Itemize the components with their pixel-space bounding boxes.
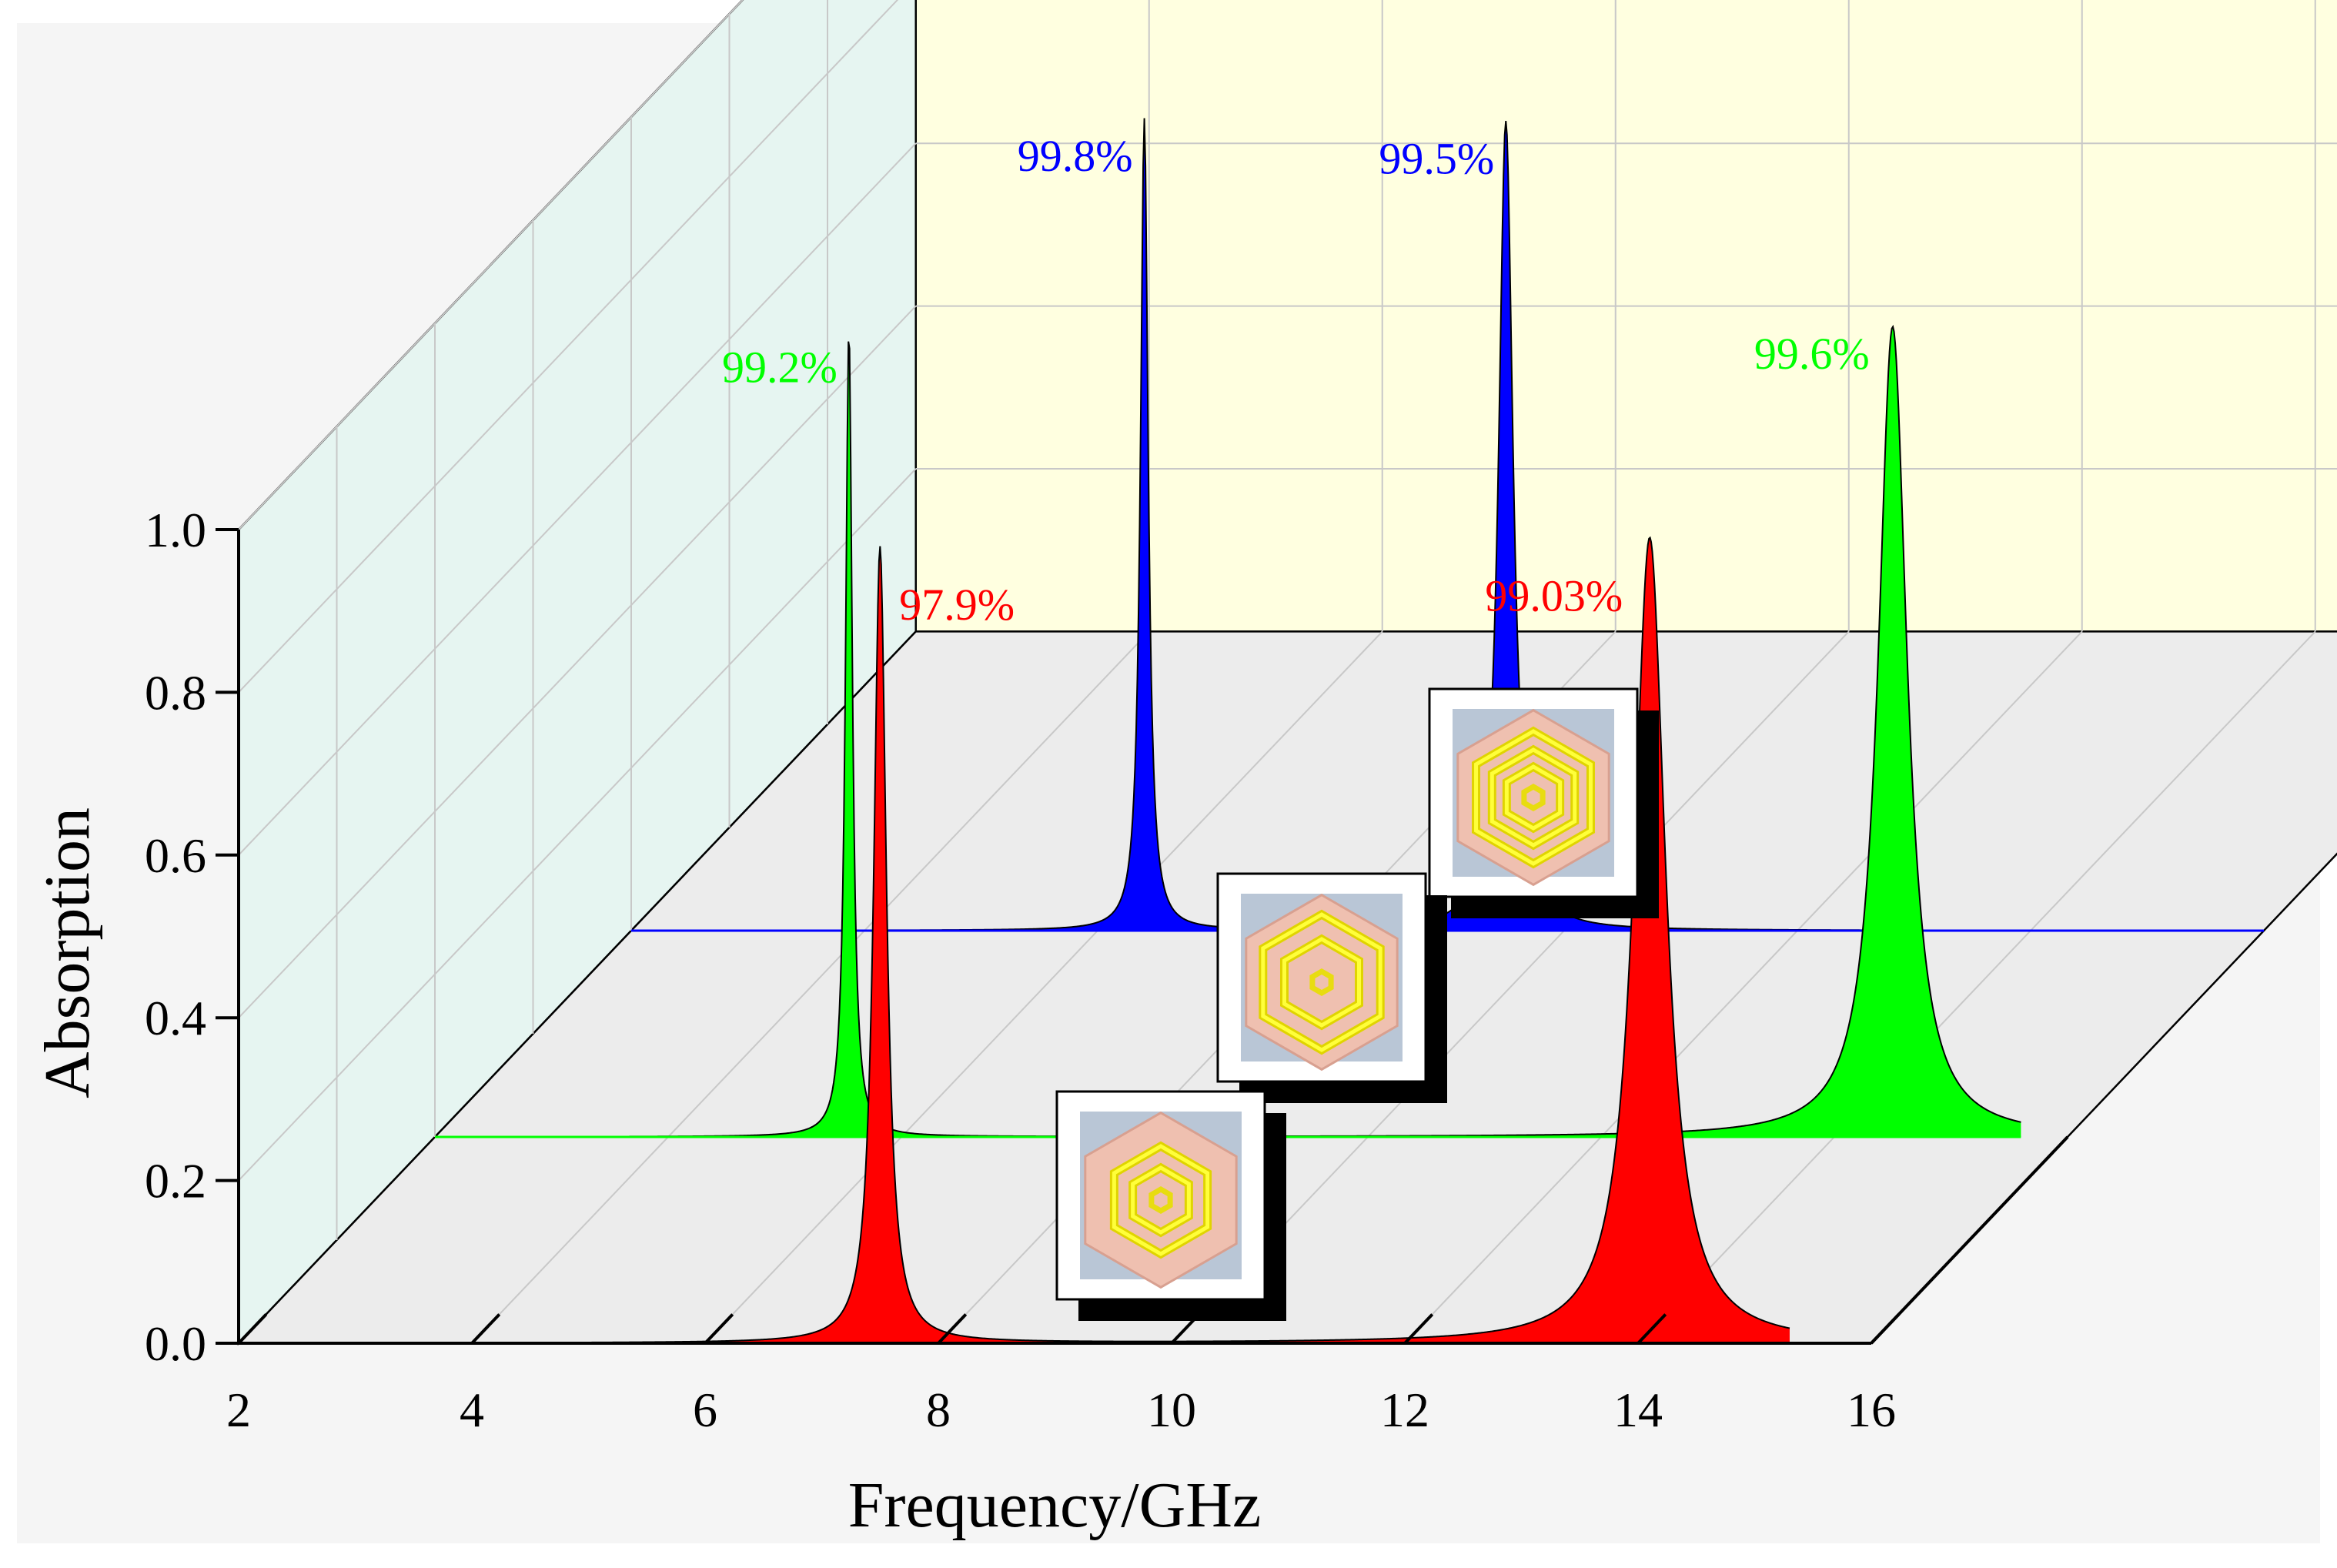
peak-labels: 97.9% 99.03% 99.2% 99.6% 99.8% 99.5%: [722, 131, 1870, 630]
x-axis-title: Frequency/GHz: [848, 1469, 1261, 1541]
x-tick-mark: [1403, 1313, 1434, 1345]
side-wall-gridline: [238, 0, 744, 530]
floor-gridline: [704, 630, 1383, 1344]
peak-label: 99.5%: [1379, 133, 1494, 183]
x-ticks: 2 4 6 8 10 12 14 16: [226, 1313, 1901, 1437]
unit-cell-inset: [1216, 872, 1447, 1103]
x-tick-mark: [1870, 1313, 1901, 1345]
x-tick-mark: [937, 1313, 968, 1345]
x-tick-label: 12: [1380, 1382, 1429, 1437]
series-area-ff0000: [239, 537, 1790, 1343]
y-tick-label: 0.8: [145, 665, 206, 720]
structure-insets: [1055, 687, 1659, 1321]
series-area-00ff00: [435, 326, 2021, 1138]
peak-label: 99.6%: [1754, 329, 1870, 379]
x-tick-label: 8: [926, 1382, 951, 1437]
x-tick-label: 4: [460, 1382, 484, 1437]
grid-lines: [238, 0, 2337, 1344]
y-tick-label: 0.6: [145, 828, 206, 883]
x-tick-label: 6: [693, 1382, 717, 1437]
side-wall-gridline: [238, 305, 917, 1018]
x-tick-mark: [1170, 1313, 1201, 1345]
peak-label: 99.03%: [1485, 570, 1623, 620]
side-wall-gridline: [238, 468, 917, 1182]
y-ticks: 0.0 0.2 0.4 0.6 0.8 1.0: [145, 503, 239, 1371]
side-wall-gridline: [238, 0, 899, 694]
unit-cell-inset: [1055, 1090, 1286, 1321]
x-tick-label: 10: [1147, 1382, 1196, 1437]
plot-walls: [236, 0, 2337, 1346]
unit-cell-inset: [1428, 687, 1659, 918]
x-tick-label: 14: [1613, 1382, 1663, 1437]
x-tick-label: 16: [1847, 1382, 1896, 1437]
y-tick-label: 0.4: [145, 991, 206, 1045]
floor-gridline: [471, 630, 1150, 1344]
y-axis-title: Absorption: [32, 807, 103, 1098]
y-tick-label: 0.0: [145, 1316, 206, 1371]
x-tick-mark: [470, 1313, 501, 1345]
y-tick-label: 1.0: [145, 503, 206, 557]
back-wall: [914, 0, 2337, 633]
peak-label: 99.2%: [722, 342, 838, 392]
floor-gridline: [1637, 630, 2316, 1344]
y-tick-label: 0.2: [145, 1154, 206, 1209]
floor-front-right-edge: [1870, 1135, 2069, 1345]
x-tick-mark: [237, 1313, 268, 1345]
peak-label: 97.9%: [899, 580, 1015, 630]
side-wall-gridline: [238, 142, 917, 856]
x-tick-label: 2: [226, 1382, 251, 1437]
x-tick-mark: [1637, 1313, 1667, 1345]
axes: 2 4 6 8 10 12 14 16 0.0 0.2 0.4 0.6 0.8 1.0: [145, 503, 2069, 1437]
peak-label: 99.8%: [1018, 131, 1133, 181]
floor-gridline: [1404, 630, 2083, 1344]
x-tick-mark: [704, 1313, 734, 1345]
